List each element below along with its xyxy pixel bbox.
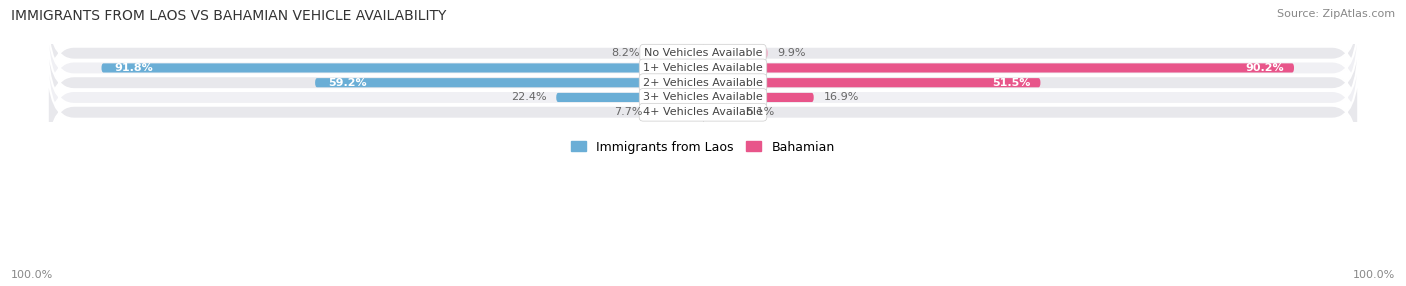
Text: 51.5%: 51.5% — [993, 78, 1031, 88]
FancyBboxPatch shape — [650, 49, 703, 58]
Text: 1+ Vehicles Available: 1+ Vehicles Available — [643, 63, 763, 73]
Text: 90.2%: 90.2% — [1246, 63, 1284, 73]
Text: No Vehicles Available: No Vehicles Available — [644, 48, 762, 58]
Text: 9.9%: 9.9% — [778, 48, 806, 58]
Text: 8.2%: 8.2% — [612, 48, 640, 58]
FancyBboxPatch shape — [48, 60, 1358, 165]
FancyBboxPatch shape — [48, 30, 1358, 135]
Text: 4+ Vehicles Available: 4+ Vehicles Available — [643, 107, 763, 117]
Text: Source: ZipAtlas.com: Source: ZipAtlas.com — [1277, 9, 1395, 19]
Text: 22.4%: 22.4% — [510, 92, 547, 102]
Text: 16.9%: 16.9% — [824, 92, 859, 102]
Text: 100.0%: 100.0% — [11, 270, 53, 280]
FancyBboxPatch shape — [703, 78, 1040, 87]
Text: 7.7%: 7.7% — [614, 107, 643, 117]
Text: 91.8%: 91.8% — [115, 63, 153, 73]
Legend: Immigrants from Laos, Bahamian: Immigrants from Laos, Bahamian — [567, 136, 839, 158]
FancyBboxPatch shape — [557, 93, 703, 102]
FancyBboxPatch shape — [652, 108, 703, 117]
FancyBboxPatch shape — [703, 63, 1294, 73]
FancyBboxPatch shape — [48, 15, 1358, 120]
FancyBboxPatch shape — [48, 1, 1358, 106]
Text: 2+ Vehicles Available: 2+ Vehicles Available — [643, 78, 763, 88]
FancyBboxPatch shape — [101, 63, 703, 73]
FancyBboxPatch shape — [48, 45, 1358, 150]
FancyBboxPatch shape — [703, 49, 768, 58]
Text: 3+ Vehicles Available: 3+ Vehicles Available — [643, 92, 763, 102]
Text: 59.2%: 59.2% — [328, 78, 367, 88]
FancyBboxPatch shape — [703, 108, 737, 117]
FancyBboxPatch shape — [703, 93, 814, 102]
FancyBboxPatch shape — [315, 78, 703, 87]
Text: 5.1%: 5.1% — [747, 107, 775, 117]
Text: IMMIGRANTS FROM LAOS VS BAHAMIAN VEHICLE AVAILABILITY: IMMIGRANTS FROM LAOS VS BAHAMIAN VEHICLE… — [11, 9, 447, 23]
Text: 100.0%: 100.0% — [1353, 270, 1395, 280]
